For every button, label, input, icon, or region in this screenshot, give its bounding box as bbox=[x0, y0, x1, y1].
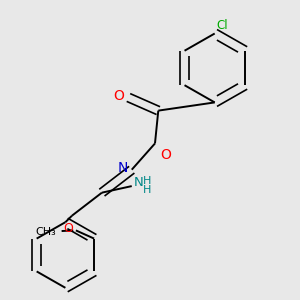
Text: O: O bbox=[114, 89, 124, 103]
Text: O: O bbox=[160, 148, 171, 162]
Text: N: N bbox=[117, 161, 128, 175]
Text: O: O bbox=[63, 222, 73, 235]
Text: H: H bbox=[143, 176, 152, 186]
Text: N: N bbox=[134, 176, 144, 189]
Text: H: H bbox=[143, 185, 152, 195]
Text: CH₃: CH₃ bbox=[35, 227, 56, 237]
Text: Cl: Cl bbox=[216, 19, 228, 32]
